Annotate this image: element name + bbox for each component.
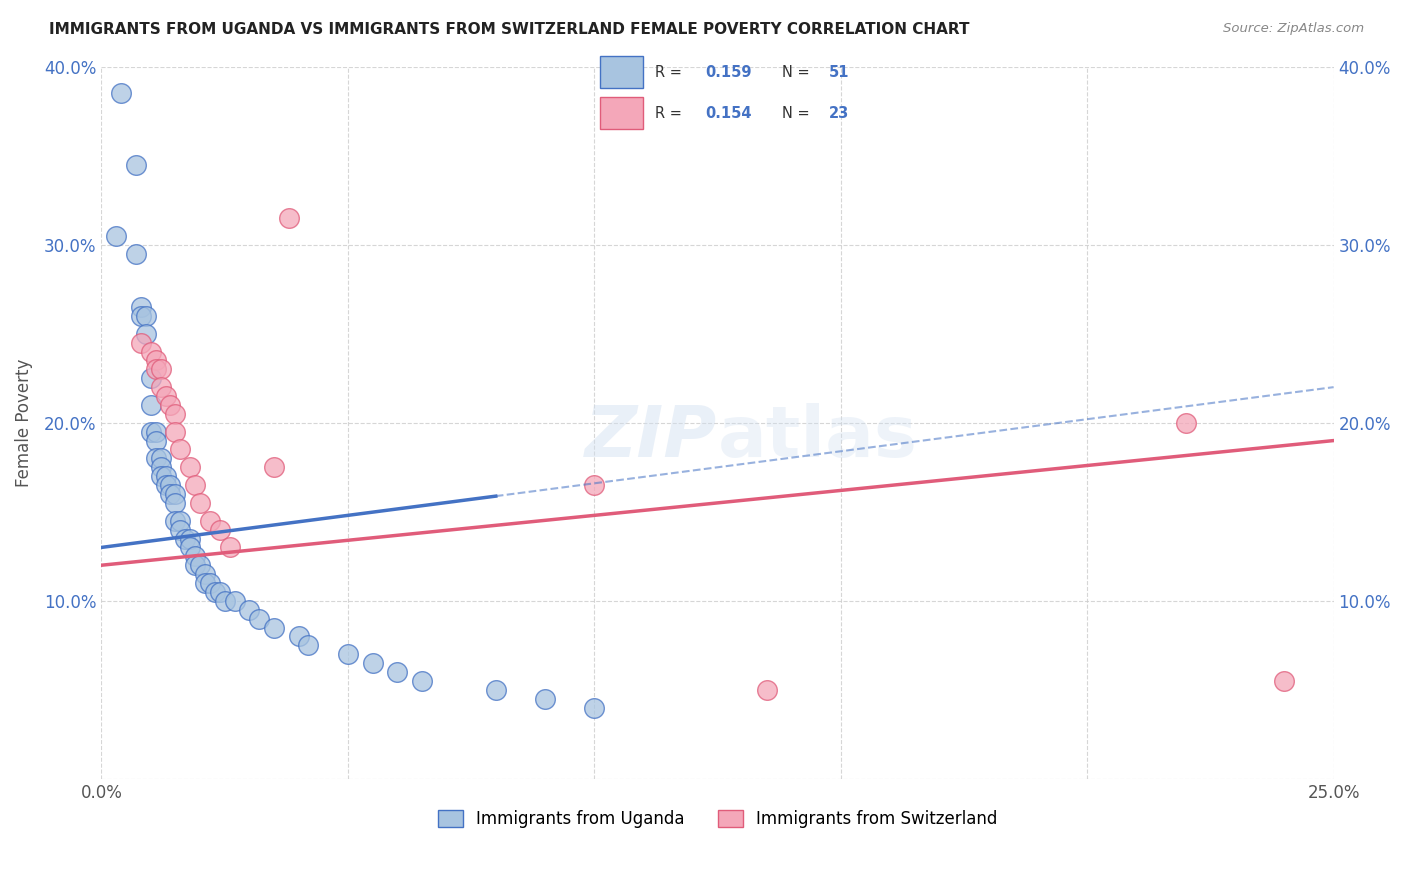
Point <box>135 309 157 323</box>
Point <box>287 630 309 644</box>
Point <box>214 594 236 608</box>
Point <box>204 585 226 599</box>
Point <box>188 496 211 510</box>
Point <box>184 558 207 573</box>
Point <box>145 425 167 439</box>
Point <box>169 442 191 457</box>
Point <box>149 469 172 483</box>
Point <box>129 335 152 350</box>
Point <box>105 228 128 243</box>
Point <box>247 612 270 626</box>
Point <box>361 656 384 670</box>
Point <box>165 496 187 510</box>
Point <box>755 682 778 697</box>
Point <box>263 621 285 635</box>
Point <box>238 603 260 617</box>
Point <box>139 398 162 412</box>
Point <box>165 407 187 421</box>
Point <box>125 157 148 171</box>
Point <box>159 398 181 412</box>
Point <box>165 514 187 528</box>
Point <box>135 326 157 341</box>
Point <box>1272 673 1295 688</box>
Point <box>1174 416 1197 430</box>
Text: 23: 23 <box>828 106 849 120</box>
Text: N =: N = <box>782 106 810 120</box>
Text: 51: 51 <box>828 65 849 79</box>
Point <box>336 647 359 661</box>
Point <box>297 638 319 652</box>
Point <box>129 300 152 314</box>
Point <box>159 487 181 501</box>
Point <box>159 478 181 492</box>
Point <box>485 682 508 697</box>
Point <box>139 371 162 385</box>
Point <box>277 211 299 225</box>
Point <box>165 425 187 439</box>
Point <box>194 567 217 582</box>
Point <box>179 541 201 555</box>
Bar <box>600 56 643 88</box>
Point <box>194 576 217 591</box>
Text: 0.154: 0.154 <box>704 106 751 120</box>
Bar <box>600 97 643 129</box>
Point <box>125 246 148 260</box>
Point <box>583 700 606 714</box>
Point <box>188 558 211 573</box>
Point <box>110 87 132 101</box>
Point <box>583 478 606 492</box>
Y-axis label: Female Poverty: Female Poverty <box>15 359 32 487</box>
Point <box>224 594 246 608</box>
Point <box>155 478 177 492</box>
Point <box>198 576 221 591</box>
Point <box>411 673 433 688</box>
Point <box>208 523 231 537</box>
Text: R =: R = <box>655 106 682 120</box>
Point <box>165 487 187 501</box>
Point <box>145 362 167 376</box>
Point <box>145 451 167 466</box>
Point <box>149 451 172 466</box>
Point <box>263 460 285 475</box>
Text: atlas: atlas <box>717 402 918 472</box>
Point <box>208 585 231 599</box>
Text: N =: N = <box>782 65 810 79</box>
Point <box>145 353 167 368</box>
Point <box>155 389 177 403</box>
Text: IMMIGRANTS FROM UGANDA VS IMMIGRANTS FROM SWITZERLAND FEMALE POVERTY CORRELATION: IMMIGRANTS FROM UGANDA VS IMMIGRANTS FRO… <box>49 22 970 37</box>
Point <box>139 425 162 439</box>
Text: ZIP: ZIP <box>585 402 717 472</box>
Point <box>534 691 557 706</box>
Point <box>179 532 201 546</box>
Point <box>149 460 172 475</box>
Point <box>169 523 191 537</box>
Point <box>184 549 207 564</box>
Point <box>129 309 152 323</box>
Point <box>155 469 177 483</box>
Point <box>174 532 197 546</box>
Point <box>385 665 408 679</box>
Legend: Immigrants from Uganda, Immigrants from Switzerland: Immigrants from Uganda, Immigrants from … <box>432 803 1004 835</box>
Point <box>218 541 240 555</box>
Text: 0.159: 0.159 <box>704 65 751 79</box>
Point <box>169 514 191 528</box>
Text: R =: R = <box>655 65 682 79</box>
Point <box>149 362 172 376</box>
Point <box>179 460 201 475</box>
Point <box>139 344 162 359</box>
Point <box>149 380 172 394</box>
Point <box>184 478 207 492</box>
Point <box>145 434 167 448</box>
Text: Source: ZipAtlas.com: Source: ZipAtlas.com <box>1223 22 1364 36</box>
Point <box>198 514 221 528</box>
